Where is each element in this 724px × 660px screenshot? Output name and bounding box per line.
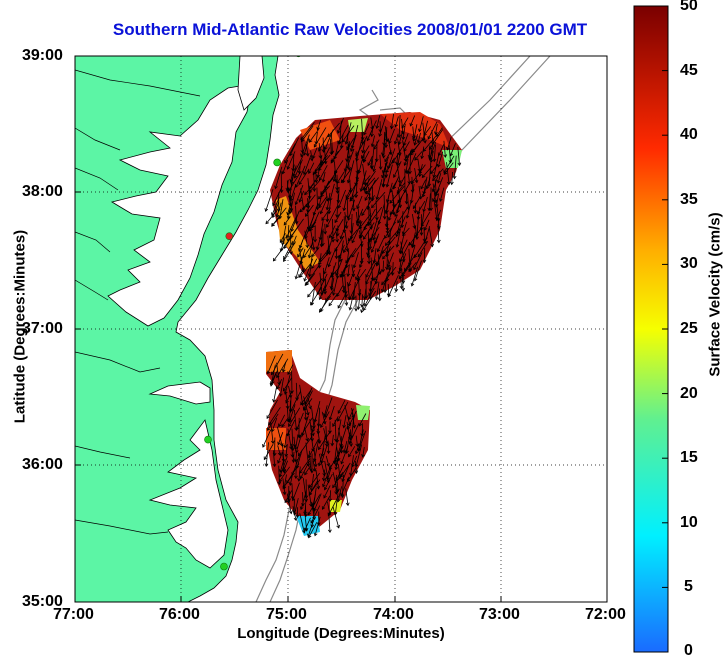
y-axis-label: Latitude (Degrees:Minutes) xyxy=(12,157,29,497)
colorbar-tick-label: 50 xyxy=(680,0,698,15)
colorbar-tick-label: 40 xyxy=(680,126,698,144)
velocity-arrow xyxy=(323,138,324,153)
y-tick-label: 39:00 xyxy=(22,47,63,65)
colorbar-tick-label: 20 xyxy=(680,385,698,403)
velocity-arrow xyxy=(325,224,326,234)
map-title: Southern Mid-Atlantic Raw Velocities 200… xyxy=(60,20,640,40)
x-tick-label: 74:00 xyxy=(373,606,414,624)
colorbar-tick-label: 5 xyxy=(684,578,693,596)
station-marker xyxy=(274,159,281,166)
velocity-arrow xyxy=(291,397,292,412)
station-marker xyxy=(220,563,227,570)
velocity-arrow xyxy=(424,227,425,241)
x-tick-label: 76:00 xyxy=(159,606,200,624)
x-tick-label: 73:00 xyxy=(479,606,520,624)
x-tick-label: 77:00 xyxy=(53,606,94,624)
colorbar-tick-label: 35 xyxy=(680,191,698,209)
colorbar-tick-label: 45 xyxy=(680,62,698,80)
station-marker xyxy=(205,436,212,443)
station-marker xyxy=(226,233,233,240)
colorbar-tick-label: 10 xyxy=(680,514,698,532)
x-axis-label: Longitude (Degrees:Minutes) xyxy=(75,625,607,642)
x-tick-label: 72:00 xyxy=(585,606,626,624)
x-tick-label: 75:00 xyxy=(266,606,307,624)
colorbar-tick-label: 15 xyxy=(680,449,698,467)
colorbar-tick-label: 0 xyxy=(684,642,693,660)
colorbar-tick-label: 25 xyxy=(680,320,698,338)
colorbar-label: Surface Velocity (cm/s) xyxy=(707,140,724,450)
colorbar-tick-label: 30 xyxy=(680,255,698,273)
